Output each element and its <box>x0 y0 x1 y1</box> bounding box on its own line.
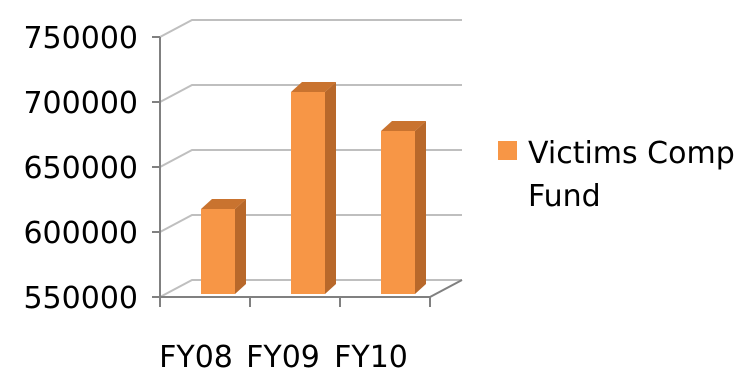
x-tick-labels: FY08 FY09 FY10 <box>159 340 408 372</box>
gridline <box>159 19 462 38</box>
bar-front <box>291 92 325 294</box>
gridline <box>159 149 462 168</box>
gridlines <box>159 19 462 298</box>
bar-side <box>325 82 336 294</box>
bar-side <box>415 121 426 294</box>
gridline <box>159 214 462 233</box>
legend-label-line-2: Fund <box>528 179 601 214</box>
bar <box>381 121 426 294</box>
gridline <box>159 84 462 103</box>
bar-front <box>381 131 415 294</box>
y-tick-labels: 550000 600000 650000 700000 750000 <box>23 21 138 316</box>
floor-edge-line <box>429 279 463 298</box>
bar <box>291 82 336 294</box>
bar-top <box>381 121 426 131</box>
bars <box>201 82 426 294</box>
bar-front <box>201 209 235 294</box>
axes <box>152 36 463 307</box>
y-tick-label: 750000 <box>23 21 138 56</box>
legend-swatch <box>498 141 517 160</box>
y-tick-label: 600000 <box>23 216 138 251</box>
x-tick-label: FY08 <box>159 340 233 372</box>
bar <box>201 199 246 294</box>
legend-label-line-1: Victims Comp <box>528 136 735 171</box>
y-tick-label: 650000 <box>23 151 138 186</box>
bar-top <box>291 82 336 92</box>
y-tick-label: 700000 <box>23 86 138 121</box>
y-tick-label: 550000 <box>23 281 138 316</box>
legend: Victims Comp Fund <box>498 136 735 214</box>
gridline <box>159 279 462 298</box>
x-tick-label: FY09 <box>246 340 320 372</box>
x-tick-label: FY10 <box>334 340 408 372</box>
bar-top <box>201 199 246 209</box>
bar-side <box>235 199 246 294</box>
